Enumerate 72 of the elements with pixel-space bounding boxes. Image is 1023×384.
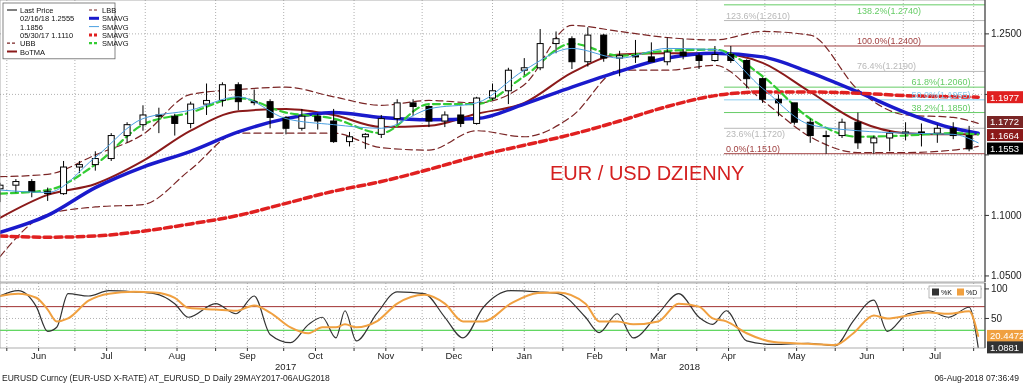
candlestick: [107, 132, 115, 162]
y-tick-label: 100: [991, 283, 1009, 295]
candlestick: [711, 45, 719, 63]
y-tick-label: 1.0500: [991, 270, 1023, 282]
annotation: 20.4472: [990, 330, 1023, 342]
y-tick-label: 1.2500: [991, 28, 1023, 40]
candlestick: [28, 178, 36, 198]
candlestick: [854, 112, 862, 150]
candlestick: [377, 114, 385, 139]
ref-line-label: 138.2%(1.2740): [856, 5, 921, 16]
annotation: 1.1772: [990, 116, 1020, 128]
ref-line-label: 38.2%(1.1850): [911, 102, 971, 113]
ref-line-label: 76.4%(1.2190): [856, 61, 916, 72]
x-tick-label: Dec: [445, 350, 463, 361]
x-tick-label: Jan: [516, 350, 532, 361]
candlestick: [552, 30, 560, 54]
candlestick: [12, 178, 20, 193]
candlestick: [409, 98, 417, 117]
line-series: [0, 64, 979, 258]
candlestick: [91, 150, 99, 172]
candlestick: [393, 98, 401, 126]
candlestick: [695, 52, 703, 70]
x-tick-label: Aug: [168, 350, 186, 361]
x-tick-label: Jul: [100, 350, 113, 361]
ref-line-label: 0.0%(1.1510): [725, 143, 781, 154]
candlestick: [457, 106, 465, 128]
candlestick: [330, 108, 338, 144]
x-tick-label: Sep: [238, 350, 256, 361]
candlestick: [870, 135, 878, 155]
candlestick: [171, 113, 179, 137]
candlestick: [218, 81, 226, 108]
text: 06-Aug-2018 07:36:49: [934, 373, 1020, 383]
candlestick: [679, 38, 687, 60]
candlestick: [886, 130, 894, 152]
annotation: 1.1553: [990, 143, 1020, 154]
annotation: 1.1664: [990, 129, 1020, 141]
y-tick-label: 50: [991, 312, 1003, 324]
x-tick-label: Nov: [377, 350, 395, 361]
ref-line-label: 100.0%(1.2400): [856, 35, 921, 46]
x-tick-label: Jun: [30, 350, 47, 361]
candlestick: [568, 35, 576, 70]
text: EURUSD Curncy (EUR-USD X-RATE) AT_EURUSD_D Daily 29MAY2017-06AUG2018: [2, 373, 331, 383]
ref-line-label: 23.6%(1.1720): [725, 129, 786, 140]
line-series: [0, 24, 979, 178]
x-tick-label: Mar: [649, 350, 667, 361]
text: 2017: [275, 361, 297, 372]
x-tick-label: Jul: [928, 350, 942, 361]
text: 2018: [678, 361, 701, 372]
text: EUR / USD DZIENNY: [550, 162, 745, 184]
x-tick-label: Feb: [586, 350, 603, 361]
candlestick: [298, 108, 306, 132]
ref-line-label: 123.6%(1.2610): [725, 10, 791, 21]
y-tick-label: 1.1000: [991, 209, 1023, 221]
annotation: 1.0881: [990, 341, 1020, 353]
x-tick-label: Oct: [308, 350, 324, 361]
candlestick: [917, 122, 925, 147]
x-tick-label: Apr: [721, 350, 736, 361]
candlestick: [504, 67, 512, 105]
x-tick-label: May: [787, 350, 806, 361]
candlestick: [187, 101, 195, 129]
candlestick: [759, 76, 767, 104]
x-tick-label: Jun: [859, 350, 875, 361]
candlestick: [234, 81, 242, 111]
candlestick: [647, 41, 655, 63]
annotation: 1.1977: [990, 91, 1020, 103]
candlestick: [266, 98, 274, 129]
candlestick: [822, 130, 830, 155]
candlestick: [600, 33, 608, 63]
candlestick: [965, 125, 973, 152]
candlestick: [203, 83, 211, 116]
candlestick: [663, 37, 671, 66]
ref-line-label: 61.8%(1.2060): [911, 77, 971, 88]
